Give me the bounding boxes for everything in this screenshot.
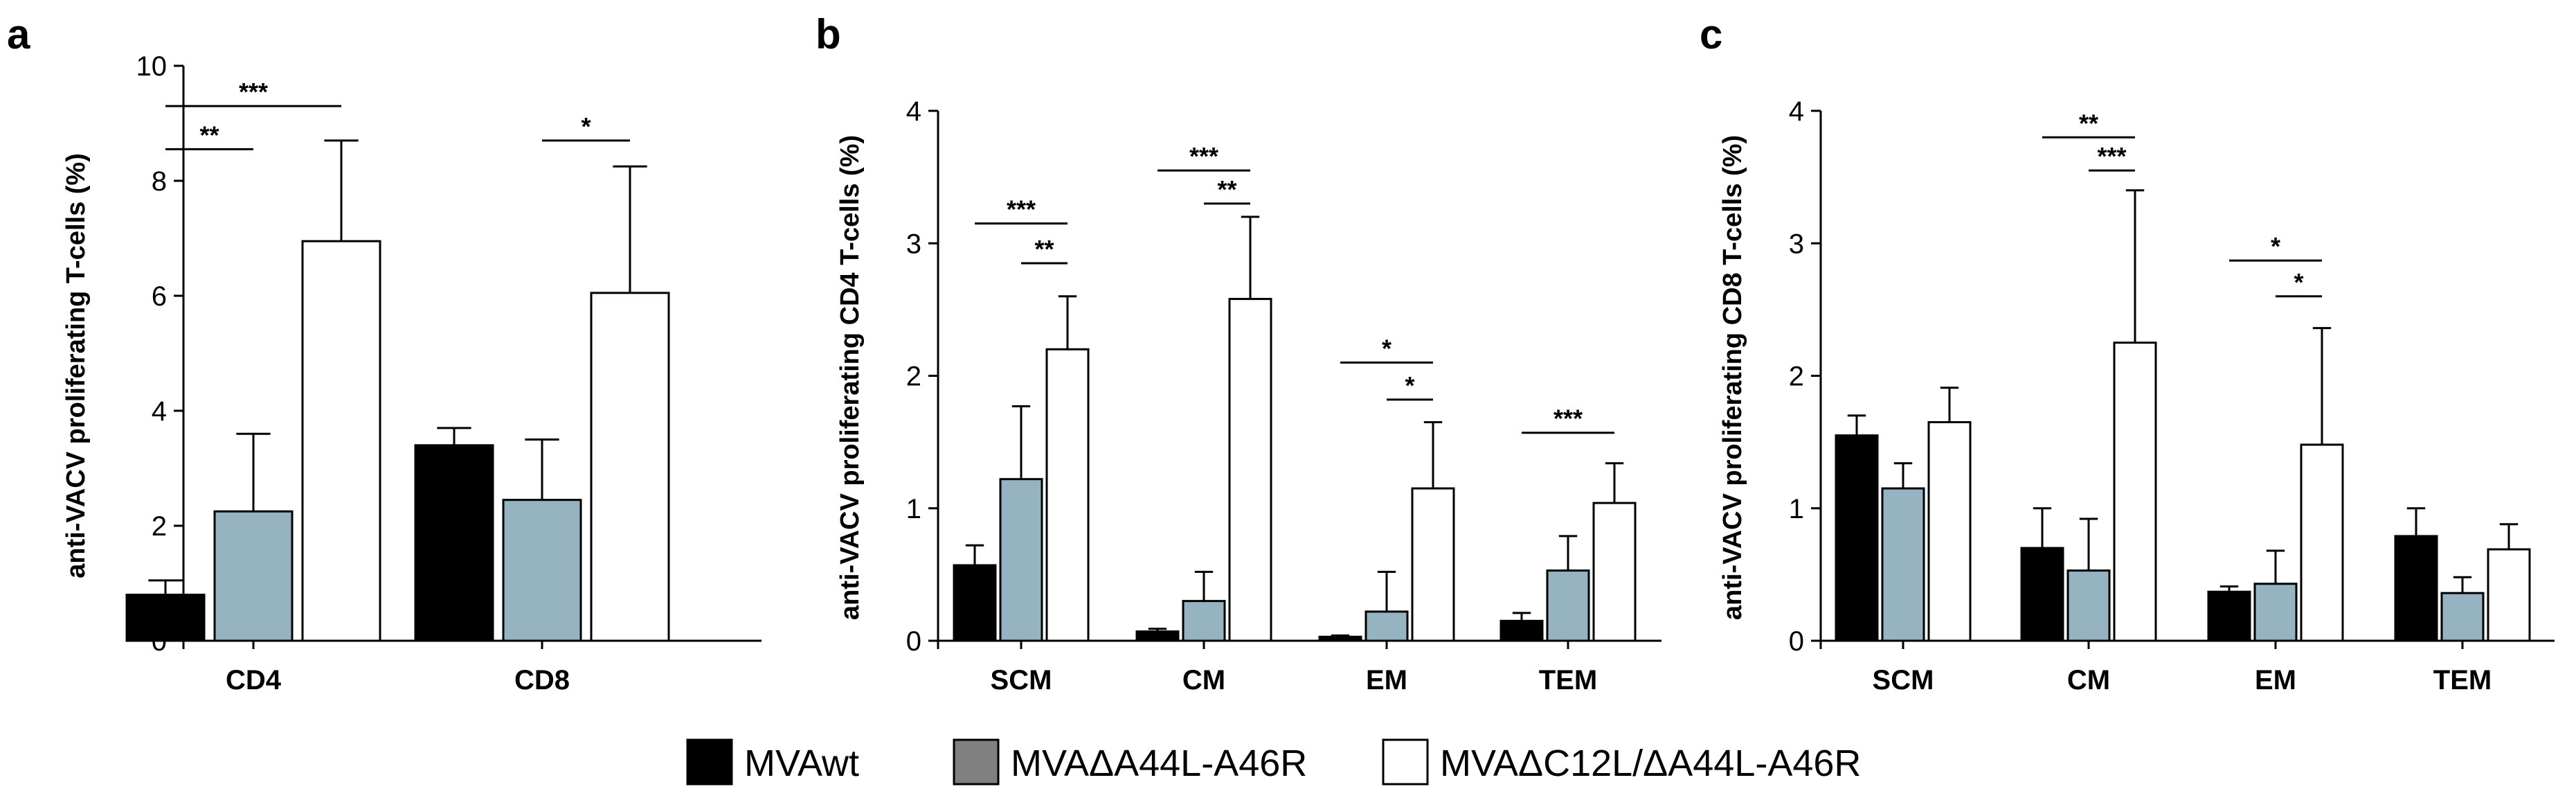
bar-cd8-mvaa44l-a46r	[502, 499, 582, 642]
x-category-label-cd8: CD8	[514, 665, 570, 695]
y-axis-title-a: anti-VACV proliferating T-cells (%)	[62, 153, 91, 578]
significance-label: *	[581, 112, 591, 141]
bar-scm-mvaa44l-a46r	[999, 478, 1043, 642]
panel-a: a anti-VACV proliferating T-cells (%) 02…	[7, 11, 762, 695]
x-category-label-scm: SCM	[991, 665, 1052, 695]
bar-scm-mvac12l-a44l-a46r	[1045, 348, 1090, 642]
legend-swatch-mva-c12l-a44l-a46r	[1382, 738, 1429, 786]
x-category-label-cd4: CD4	[226, 665, 282, 695]
bar-em-mvac12l-a44l-a46r	[1411, 487, 1455, 642]
significance-label: *	[2271, 232, 2280, 260]
bar-cd8-mvac12l-a44l-a46r	[590, 292, 670, 642]
significance-label: **	[2079, 109, 2098, 137]
legend-swatch-mvawt	[686, 738, 733, 786]
x-category-label-tem: TEM	[2433, 665, 2492, 695]
significance-label: ***	[2097, 142, 2126, 170]
panel-c: c anti-VACV proliferating CD8 T-cells (%…	[1700, 11, 2555, 695]
y-tick-label: 3	[1789, 229, 1804, 259]
x-category-label-em: EM	[1366, 665, 1407, 695]
y-tick-label: 2	[1789, 362, 1804, 392]
x-category-label-tem: TEM	[1539, 665, 1597, 695]
x-category-label-em: EM	[2255, 665, 2296, 695]
panel-letter-b: b	[816, 11, 841, 57]
y-tick-label: 0	[906, 626, 921, 657]
significance-label: **	[1034, 235, 1054, 263]
panel-letter-c: c	[1700, 11, 1722, 57]
bar-scm-mvaa44l-a46r	[1881, 487, 1925, 642]
y-tick-label: 2	[906, 362, 921, 392]
bar-cd4-mvawt	[125, 594, 206, 642]
bar-cm-mvawt	[2020, 547, 2064, 642]
significance-label: ***	[1553, 405, 1583, 433]
bar-tem-mvawt	[2394, 535, 2438, 642]
bar-tem-mvaa44l-a46r	[2440, 592, 2485, 642]
x-category-label-cm: CM	[1182, 665, 1225, 695]
y-tick-label: 3	[906, 229, 921, 259]
y-axis-title-b: anti-VACV proliferating CD4 T-cells (%)	[836, 135, 865, 620]
bar-scm-mvac12l-a44l-a46r	[1927, 420, 1972, 642]
legend-label-mvawt: MVAwt	[744, 743, 859, 784]
legend-label-mva-c12l-a44l-a46r: MVAΔC12L/ΔA44L-A46R	[1440, 743, 1861, 784]
significance-label: *	[1382, 334, 1391, 362]
x-category-label-cm: CM	[2067, 665, 2110, 695]
y-tick-label: 6	[152, 281, 167, 312]
y-tick-label: 2	[152, 511, 167, 542]
legend-item-mva-a44l-a46r: MVAΔA44L-A46R	[953, 738, 1307, 786]
legend: MVAwt MVAΔA44L-A46R MVAΔC12L/ΔA44L-A46R	[686, 738, 1861, 786]
bar-cm-mvaa44l-a46r	[1182, 600, 1226, 642]
y-tick-label: 4	[1789, 96, 1804, 127]
bar-em-mvawt	[2207, 590, 2251, 642]
y-tick-label: 4	[152, 396, 167, 427]
bar-cd8-mvawt	[414, 444, 494, 642]
significance-label: ***	[1189, 142, 1218, 170]
bar-scm-mvawt	[953, 564, 997, 642]
bar-tem-mvawt	[1499, 619, 1544, 642]
panel-b: b anti-VACV proliferating CD4 T-cells (%…	[816, 11, 1661, 695]
significance-label: *	[1405, 371, 1414, 400]
bar-tem-mvac12l-a44l-a46r	[2487, 548, 2531, 642]
bar-cd4-mvaa44l-a46r	[213, 510, 294, 642]
legend-item-mvawt: MVAwt	[686, 738, 859, 786]
y-tick-label: 4	[906, 96, 921, 127]
y-axis-title-c: anti-VACV proliferating CD8 T-cells (%)	[1718, 135, 1747, 620]
bar-em-mvaa44l-a46r	[2253, 583, 2298, 642]
bar-scm-mvawt	[1835, 434, 1879, 642]
y-tick-label: 8	[152, 166, 167, 197]
panel-letter-a: a	[7, 11, 30, 57]
bar-cm-mvaa44l-a46r	[2066, 569, 2111, 642]
y-tick-label: 1	[1789, 494, 1804, 524]
legend-label-mva-a44l-a46r: MVAΔA44L-A46R	[1011, 743, 1307, 784]
significance-label: ***	[239, 78, 268, 106]
bar-cm-mvawt	[1135, 630, 1180, 642]
y-tick-label: 10	[136, 51, 168, 82]
bar-em-mvawt	[1318, 635, 1362, 642]
y-tick-label: 1	[906, 494, 921, 524]
bar-cd4-mvac12l-a44l-a46r	[301, 240, 381, 642]
significance-label: *	[2294, 268, 2303, 296]
significance-label: **	[199, 121, 219, 149]
y-tick-label: 0	[1789, 626, 1804, 657]
legend-swatch-mva-a44l-a46r	[953, 738, 1000, 786]
significance-label: **	[1217, 175, 1236, 204]
x-category-label-scm: SCM	[1873, 665, 1934, 695]
legend-item-mva-c12l-a44l-a46r: MVAΔC12L/ΔA44L-A46R	[1382, 738, 1861, 786]
bar-cm-mvac12l-a44l-a46r	[1228, 298, 1272, 642]
bar-cm-mvac12l-a44l-a46r	[2113, 342, 2157, 642]
bar-tem-mvaa44l-a46r	[1546, 569, 1590, 642]
significance-label: ***	[1007, 195, 1036, 224]
bar-em-mvaa44l-a46r	[1364, 610, 1409, 642]
bar-tem-mvac12l-a44l-a46r	[1592, 502, 1637, 642]
bar-em-mvac12l-a44l-a46r	[2300, 443, 2344, 642]
